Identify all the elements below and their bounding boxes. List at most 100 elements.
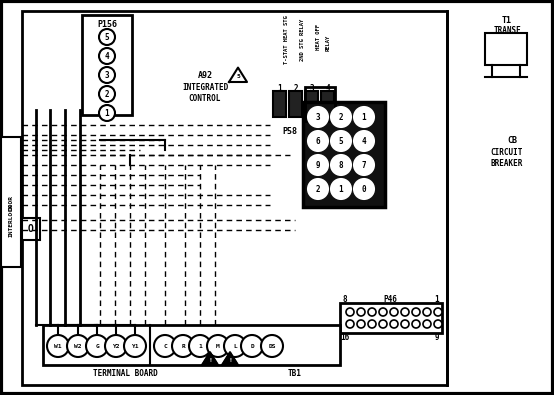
Circle shape — [379, 308, 387, 316]
Circle shape — [412, 320, 420, 328]
Text: 1: 1 — [105, 109, 109, 117]
Circle shape — [354, 107, 374, 127]
Text: 2: 2 — [316, 184, 320, 194]
Text: 3: 3 — [105, 70, 109, 79]
Circle shape — [99, 67, 115, 83]
Circle shape — [332, 108, 350, 126]
Text: Y2: Y2 — [112, 344, 120, 348]
Circle shape — [379, 320, 387, 328]
Circle shape — [354, 179, 374, 199]
Text: 1: 1 — [338, 184, 343, 194]
Circle shape — [401, 320, 409, 328]
Circle shape — [189, 335, 211, 357]
Circle shape — [434, 308, 442, 316]
Text: C: C — [163, 344, 167, 348]
Bar — [305, 91, 318, 117]
Circle shape — [47, 335, 69, 357]
Circle shape — [99, 86, 115, 102]
Text: 5: 5 — [338, 137, 343, 145]
Circle shape — [354, 155, 374, 175]
Text: 5: 5 — [236, 73, 240, 79]
Text: W2: W2 — [74, 344, 82, 348]
Text: TB1: TB1 — [288, 369, 302, 378]
Bar — [43, 325, 340, 365]
Circle shape — [390, 308, 398, 316]
Bar — [485, 33, 527, 65]
Polygon shape — [222, 352, 238, 365]
Text: W1: W1 — [54, 344, 61, 348]
Circle shape — [308, 131, 328, 151]
Text: 2: 2 — [338, 113, 343, 122]
Circle shape — [124, 335, 146, 357]
Circle shape — [105, 335, 127, 357]
Bar — [305, 87, 335, 121]
Circle shape — [332, 180, 350, 198]
Circle shape — [434, 320, 442, 328]
Text: INTERLOCK: INTERLOCK — [8, 203, 13, 237]
Text: RELAY: RELAY — [326, 35, 331, 51]
Bar — [289, 91, 302, 117]
Text: BREAKER: BREAKER — [491, 158, 523, 167]
Text: 4: 4 — [105, 51, 109, 60]
Circle shape — [355, 156, 373, 174]
Text: 3: 3 — [310, 83, 314, 92]
Circle shape — [357, 320, 365, 328]
Circle shape — [309, 108, 327, 126]
Text: 16: 16 — [340, 333, 350, 342]
Text: 1: 1 — [278, 83, 283, 92]
Text: DOOR: DOOR — [8, 194, 13, 209]
Circle shape — [331, 107, 351, 127]
Text: 2ND STG RELAY: 2ND STG RELAY — [300, 19, 305, 61]
Circle shape — [401, 308, 409, 316]
Circle shape — [99, 29, 115, 45]
Text: DS: DS — [268, 344, 276, 348]
Circle shape — [241, 335, 263, 357]
Text: CB: CB — [507, 135, 517, 145]
Circle shape — [99, 48, 115, 64]
Text: 2: 2 — [294, 83, 298, 92]
Circle shape — [346, 320, 354, 328]
Text: 0: 0 — [362, 184, 366, 194]
Text: 5: 5 — [105, 32, 109, 41]
Circle shape — [172, 335, 194, 357]
Polygon shape — [229, 68, 247, 82]
Circle shape — [423, 320, 431, 328]
Bar — [1, 137, 21, 267]
Circle shape — [309, 132, 327, 150]
Bar — [340, 303, 442, 333]
Circle shape — [224, 335, 246, 357]
Text: 1: 1 — [362, 113, 366, 122]
Text: 1: 1 — [198, 344, 202, 348]
Text: Y1: Y1 — [131, 344, 138, 348]
Text: !: ! — [228, 357, 232, 363]
Circle shape — [355, 108, 373, 126]
Circle shape — [309, 180, 327, 198]
Circle shape — [355, 180, 373, 198]
Bar — [321, 91, 334, 117]
Text: P58: P58 — [283, 126, 297, 135]
Text: D: D — [250, 344, 254, 348]
Text: 4: 4 — [362, 137, 366, 145]
Text: G: G — [95, 344, 99, 348]
Text: 3: 3 — [316, 113, 320, 122]
Text: 9: 9 — [316, 160, 320, 169]
Circle shape — [154, 335, 176, 357]
Text: TERMINAL BOARD: TERMINAL BOARD — [93, 369, 157, 378]
Circle shape — [207, 335, 229, 357]
Text: CONTROL: CONTROL — [189, 94, 221, 102]
Circle shape — [67, 335, 89, 357]
Circle shape — [368, 320, 376, 328]
Text: 1: 1 — [435, 295, 439, 305]
Circle shape — [354, 131, 374, 151]
Text: !: ! — [208, 357, 212, 363]
Text: 9: 9 — [435, 333, 439, 342]
Circle shape — [412, 308, 420, 316]
Text: INTEGRATED: INTEGRATED — [182, 83, 228, 92]
Bar — [273, 91, 286, 117]
Circle shape — [331, 155, 351, 175]
Text: CIRCUIT: CIRCUIT — [491, 147, 523, 156]
Circle shape — [346, 308, 354, 316]
Text: 4: 4 — [326, 83, 330, 92]
Text: L: L — [233, 344, 237, 348]
Circle shape — [357, 308, 365, 316]
